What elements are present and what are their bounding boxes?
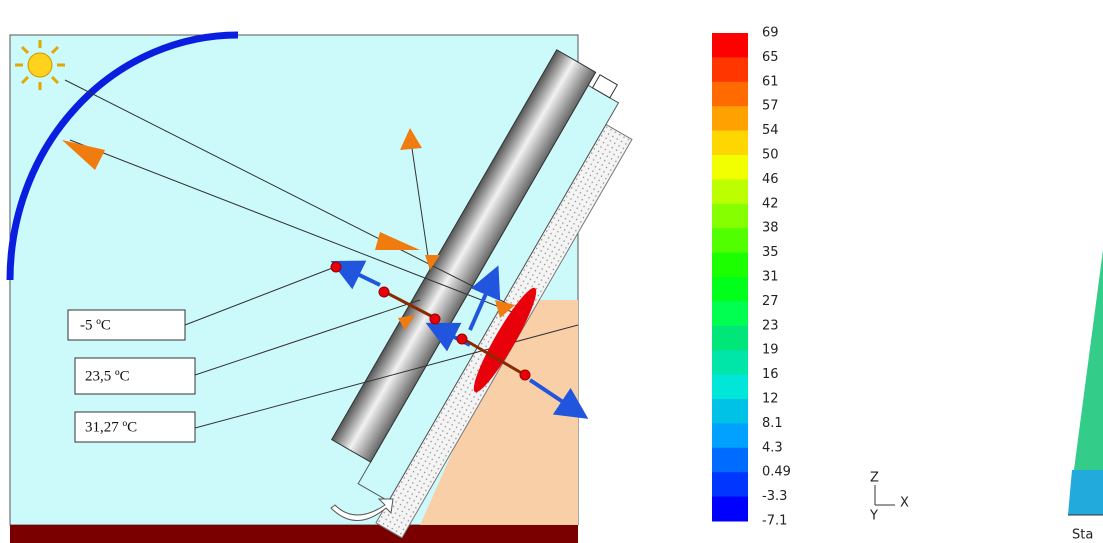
- colorbar-label: 38: [762, 221, 779, 236]
- colorbar-label: -7.1: [762, 514, 787, 529]
- colorbar: 69 65 61 57 54 50 46 42 38 35 31 27 23 19 16 12 8.1 4.3 0.…: [712, 26, 791, 529]
- side-plot: Sta: [1068, 250, 1103, 543]
- colorbar-label: 57: [762, 99, 779, 114]
- colorbar-segment: [712, 131, 748, 156]
- colorbar-segment: [712, 82, 748, 107]
- colorbar-segment: [712, 326, 748, 351]
- colorbar-label: 16: [762, 367, 779, 382]
- colorbar-label: 65: [762, 50, 779, 65]
- colorbar-label: 27: [762, 294, 779, 309]
- page: -5 ºC 23,5 ºC 31,27 ºC 69 65 61 57 54 50 46 42 3…: [0, 0, 1103, 543]
- colorbar-segment: [712, 301, 748, 326]
- collector-diagram: -5 ºC 23,5 ºC 31,27 ºC: [10, 35, 652, 543]
- caption: Sta: [1072, 528, 1093, 543]
- colorbar-segment: [712, 497, 748, 522]
- colorbar-segment: [712, 350, 748, 375]
- colorbar-segment: [712, 106, 748, 131]
- colorbar-label: 0.49: [762, 465, 791, 480]
- sun: [15, 40, 65, 90]
- colorbar-segment: [712, 33, 748, 58]
- colorbar-segment: [712, 277, 748, 302]
- colorbar-segment: [712, 179, 748, 204]
- colorbar-segment: [712, 423, 748, 448]
- colorbar-segment: [712, 375, 748, 400]
- floor: [10, 525, 578, 543]
- colorbar-segment: [712, 228, 748, 253]
- colorbar-label: 19: [762, 343, 779, 358]
- colorbar-label: 12: [762, 392, 779, 407]
- colorbar-label: 8.1: [762, 416, 783, 431]
- axis-label: X: [900, 496, 909, 511]
- axis-label: Y: [869, 509, 878, 524]
- colorbar-label: 46: [762, 172, 779, 187]
- axes-triad: Z Y X: [869, 471, 909, 524]
- colorbar-label: 50: [762, 148, 779, 163]
- colorbar-segment: [712, 253, 748, 278]
- figure: -5 ºC 23,5 ºC 31,27 ºC 69 65 61 57 54 50 46 42 3…: [0, 0, 1103, 543]
- colorbar-segment: [712, 448, 748, 473]
- temp-label: 23,5 ºC: [85, 368, 130, 384]
- colorbar-label: 42: [762, 196, 779, 211]
- colorbar-label: 35: [762, 245, 779, 260]
- colorbar-segment: [712, 472, 748, 497]
- colorbar-label: 4.3: [762, 440, 783, 455]
- temp-label: 31,27 ºC: [85, 419, 137, 435]
- colorbar-segment: [712, 204, 748, 229]
- colorbar-segment: [712, 57, 748, 82]
- colorbar-label: 61: [762, 74, 779, 89]
- temp-label: -5 ºC: [80, 317, 111, 333]
- axis-label: Z: [870, 471, 879, 486]
- colorbar-label: -3.3: [762, 489, 787, 504]
- colorbar-label: 31: [762, 270, 779, 285]
- colorbar-label: 69: [762, 26, 779, 41]
- colorbar-segment: [712, 155, 748, 180]
- colorbar-segment: [712, 399, 748, 424]
- colorbar-label: 54: [762, 123, 779, 138]
- colorbar-label: 23: [762, 318, 779, 333]
